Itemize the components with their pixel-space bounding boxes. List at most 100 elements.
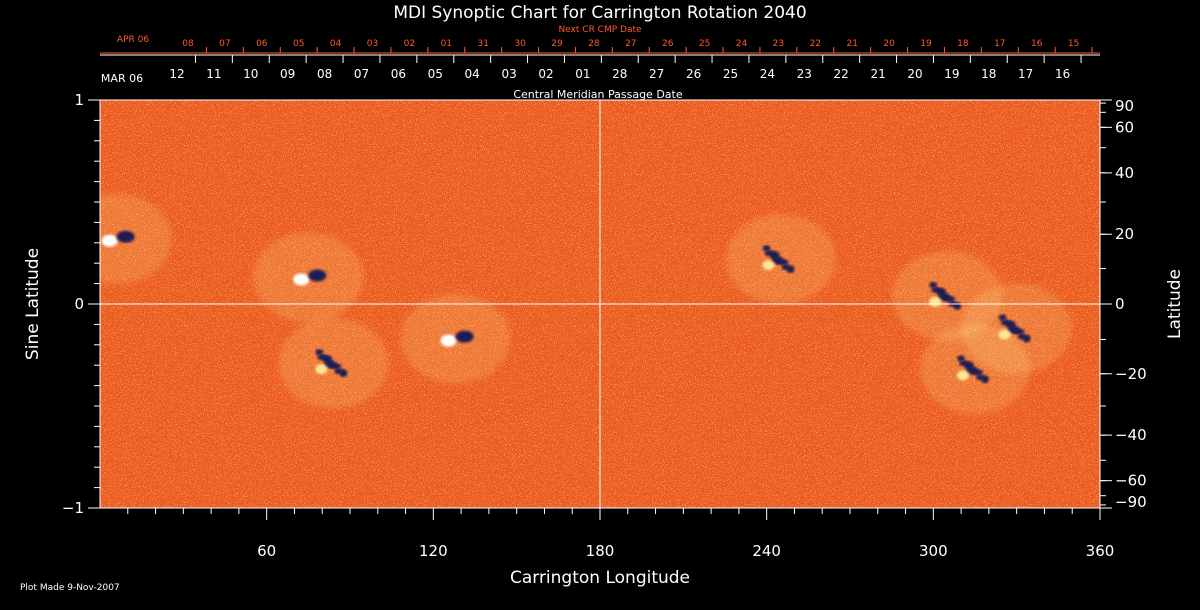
negative-polarity-spot xyxy=(455,330,474,343)
negative-polarity-spot xyxy=(762,245,771,252)
next-cr-date-label: 19 xyxy=(920,39,932,49)
next-cr-date-label: 01 xyxy=(441,39,452,49)
positive-polarity-spot xyxy=(762,260,775,271)
positive-polarity-spot xyxy=(998,329,1011,340)
reference-gridlines xyxy=(100,100,1100,508)
next-cr-date-label: 16 xyxy=(1031,39,1043,49)
cmp-date-label: 22 xyxy=(834,67,849,81)
y-right-tick-label: 90 xyxy=(1115,97,1134,115)
cmp-date-label: 03 xyxy=(501,67,516,81)
cmp-date-label: 05 xyxy=(428,67,443,81)
cmp-date-label: 04 xyxy=(465,67,480,81)
cmp-date-label: 25 xyxy=(723,67,738,81)
chart-title: MDI Synoptic Chart for Carrington Rotati… xyxy=(393,3,806,23)
next-cr-date-label: 20 xyxy=(883,39,895,49)
next-cr-date-label: 26 xyxy=(662,39,674,49)
next-cr-date-label: 02 xyxy=(404,39,415,49)
negative-polarity-spot xyxy=(931,286,942,293)
x-axis: 60 120 180 240 300 360 xyxy=(127,508,1115,560)
positive-polarity-spot xyxy=(293,273,310,286)
next-cr-date-label: 31 xyxy=(477,39,488,49)
cmp-date-label: 17 xyxy=(1018,67,1033,81)
next-cr-date-label: 28 xyxy=(588,39,600,49)
cmp-date-label: 23 xyxy=(797,67,812,81)
y-left-tick-label: −1 xyxy=(62,499,84,517)
cmp-date-label: 19 xyxy=(944,67,959,81)
next-cr-date-labels: 08 07 06 05 04 03 02 01 31 30 29 28 27 26 25 24 23 22 21 20… xyxy=(182,39,1093,53)
negative-polarity-spot xyxy=(929,281,938,288)
cmp-date-label: 18 xyxy=(981,67,996,81)
next-cr-date-label: 23 xyxy=(773,39,784,49)
next-cr-date-label: 06 xyxy=(256,39,268,49)
x-tick-label: 360 xyxy=(1086,542,1115,560)
negative-polarity-spot xyxy=(976,374,984,381)
cmp-date-label: 26 xyxy=(686,67,701,81)
cmp-date-label: 09 xyxy=(280,67,295,81)
negative-polarity-spot xyxy=(1000,319,1011,326)
y-right-tick-label: −40 xyxy=(1115,426,1147,444)
negative-polarity-spot xyxy=(1007,325,1020,334)
negative-polarity-spot xyxy=(324,360,337,369)
y-right-tick-label: 0 xyxy=(1115,295,1125,313)
cmp-date-label: 11 xyxy=(206,67,221,81)
cmp-date-label: 06 xyxy=(391,67,406,81)
y-left-tick-label: 1 xyxy=(74,91,84,109)
negative-polarity-spot xyxy=(781,264,790,271)
negative-polarity-spot xyxy=(315,349,324,356)
cmp-date-label: 21 xyxy=(870,67,885,81)
negative-polarity-spot xyxy=(957,355,965,362)
cmp-date-label: 28 xyxy=(612,67,627,81)
positive-polarity-spot xyxy=(315,364,328,375)
next-cr-date-label: 24 xyxy=(736,39,748,49)
next-cr-start-date: APR 06 xyxy=(117,35,149,45)
y-right-tick-label: 40 xyxy=(1115,164,1134,182)
positive-polarity-spot xyxy=(101,234,118,247)
cmp-date-label: 08 xyxy=(317,67,332,81)
next-cr-date-label: 25 xyxy=(699,39,710,49)
y-right-tick-label: −60 xyxy=(1115,472,1147,490)
cmp-date-label: 27 xyxy=(649,67,664,81)
cmp-date-label: 07 xyxy=(354,67,369,81)
cmp-axis-label: Central Meridian Passage Date xyxy=(513,88,682,101)
cmp-date-label: 20 xyxy=(907,67,922,81)
y-right-tick-label: 60 xyxy=(1115,118,1134,136)
y-right-tick-label: 20 xyxy=(1115,225,1134,243)
negative-polarity-spot xyxy=(966,366,978,375)
cmp-date-label: 16 xyxy=(1055,67,1070,81)
negative-polarity-spot xyxy=(308,269,327,282)
x-tick-label: 120 xyxy=(419,542,448,560)
next-cr-date-label: 17 xyxy=(994,39,1005,49)
next-cr-date-label: 21 xyxy=(846,39,857,49)
positive-polarity-spot xyxy=(957,370,969,381)
cmp-date-label: 12 xyxy=(169,67,184,81)
y-axis-left: 1 0 −1 xyxy=(62,91,100,517)
positive-polarity-spot xyxy=(440,334,457,347)
next-cr-date-label: 22 xyxy=(810,39,821,49)
next-cr-date-label: 30 xyxy=(514,39,526,49)
next-cr-date-label: 03 xyxy=(367,39,378,49)
negative-polarity-spot xyxy=(998,314,1007,321)
next-cr-title: Next CR CMP Date xyxy=(558,25,642,35)
y-axis-right: 90 60 40 20 0 −20 −40 −60 −90 xyxy=(1100,97,1147,511)
x-tick-label: 60 xyxy=(257,542,276,560)
y-left-tick-label: 0 xyxy=(74,295,84,313)
next-cr-date-label: 07 xyxy=(219,39,230,49)
active-region-halo xyxy=(100,193,172,284)
x-tick-label: 300 xyxy=(919,542,948,560)
cmp-date-labels: 12 11 10 09 08 07 06 05 04 03 02 01 28 27 26 25 24 23 22 21… xyxy=(169,55,1082,81)
negative-polarity-spot xyxy=(764,250,775,257)
cmp-date-label: 10 xyxy=(243,67,258,81)
cmp-date-label: 01 xyxy=(575,67,590,81)
negative-polarity-spot xyxy=(1017,333,1026,340)
y-axis-label-right: Latitude xyxy=(1165,269,1185,339)
next-cr-date-label: 18 xyxy=(957,39,969,49)
negative-polarity-spot xyxy=(116,230,135,243)
positive-polarity-spot xyxy=(929,296,942,307)
negative-polarity-spot xyxy=(771,256,784,265)
x-axis-label: Carrington Longitude xyxy=(510,568,690,588)
plot-made-note: Plot Made 9-Nov-2007 xyxy=(20,583,120,593)
next-cr-date-label: 27 xyxy=(625,39,636,49)
next-cr-date-label: 08 xyxy=(182,39,194,49)
y-right-tick-label: −20 xyxy=(1115,365,1147,383)
